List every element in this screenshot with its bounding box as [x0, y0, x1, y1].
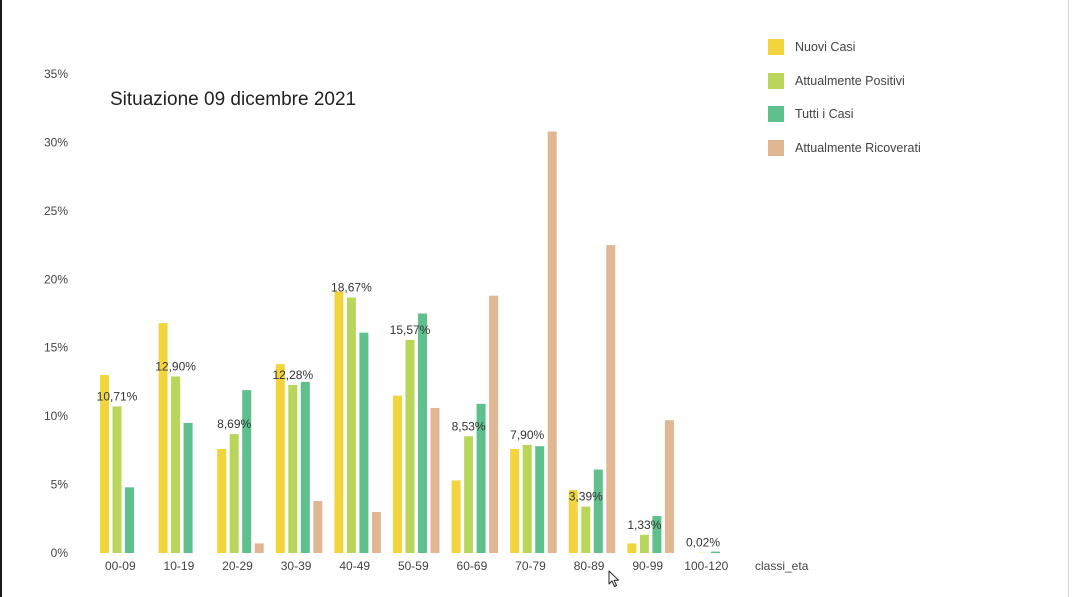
chart-title: Situazione 09 dicembre 2021 — [110, 89, 357, 110]
legend-label-attualmente-positivi: Attualmente Positivi — [795, 73, 905, 88]
legend-swatch-attualmente-positivi — [768, 72, 784, 89]
bar-attualmente-ricoverati-50-59 — [430, 407, 440, 553]
x-tick-label-80-89: 80-89 — [574, 559, 605, 573]
bar-attualmente-positivi-20-29 — [229, 434, 239, 553]
bar-nuovi-casi-40-49 — [334, 291, 344, 553]
data-label-90-99: 1,33% — [627, 518, 661, 532]
legend-label-nuovi-casi: Nuovi Casi — [795, 39, 856, 54]
y-tick-label: 5% — [51, 478, 69, 492]
bar-nuovi-casi-50-59 — [393, 395, 402, 553]
x-tick-label-60-69: 60-69 — [457, 559, 488, 573]
data-label-30-39: 12,28% — [272, 368, 313, 382]
legend-item-attualmente-ricoverati: Attualmente Ricoverati — [768, 131, 921, 165]
bar-attualmente-positivi-80-89 — [581, 506, 591, 553]
x-axis-label: classi_eta — [755, 559, 809, 573]
data-label-20-29: 8,69% — [217, 417, 251, 431]
legend-item-nuovi-casi: Nuovi Casi — [768, 30, 921, 64]
bar-attualmente-ricoverati-90-99 — [664, 420, 674, 553]
x-tick-label-00-09: 00-09 — [105, 559, 136, 573]
legend: Nuovi Casi Attualmente Positivi Tutti i … — [768, 30, 921, 165]
left-window-border — [0, 0, 2, 597]
bar-attualmente-positivi-00-09 — [112, 406, 122, 553]
x-tick-label-20-29: 20-29 — [222, 559, 253, 573]
x-tick-label-50-59: 50-59 — [398, 559, 429, 573]
bar-attualmente-ricoverati-30-39 — [313, 500, 323, 553]
bar-tutti-i-casi-30-39 — [300, 381, 310, 553]
bar-tutti-i-casi-100-120 — [711, 551, 720, 553]
data-label-40-49: 18,67% — [331, 280, 372, 294]
bar-nuovi-casi-10-19 — [158, 323, 168, 553]
bar-nuovi-casi-70-79 — [510, 448, 520, 553]
bar-nuovi-casi-30-39 — [275, 364, 285, 553]
y-tick-label: 35% — [44, 67, 68, 81]
bar-tutti-i-casi-50-59 — [418, 313, 427, 553]
bar-tutti-i-casi-90-99 — [652, 516, 662, 553]
legend-label-tutti-i-casi: Tutti i Casi — [795, 107, 854, 122]
legend-label-attualmente-ricoverati: Attualmente Ricoverati — [795, 140, 921, 155]
bar-attualmente-positivi-50-59 — [405, 339, 415, 553]
bar-attualmente-ricoverati-80-89 — [606, 245, 616, 554]
x-tick-label-10-19: 10-19 — [164, 559, 195, 573]
data-label-70-79: 7,90% — [510, 428, 544, 442]
bar-attualmente-ricoverati-70-79 — [547, 131, 557, 554]
y-tick-label: 30% — [44, 135, 68, 149]
data-label-10-19: 12,90% — [155, 359, 196, 373]
data-label-00-09: 10,71% — [97, 389, 138, 403]
mouse-pointer-icon — [608, 570, 620, 593]
bar-attualmente-positivi-90-99 — [639, 534, 649, 553]
bar-attualmente-ricoverati-40-49 — [371, 511, 381, 553]
bar-tutti-i-casi-70-79 — [535, 446, 545, 553]
bar-nuovi-casi-80-89 — [568, 490, 578, 553]
data-label-80-89: 3,39% — [569, 490, 603, 504]
y-tick-label: 0% — [51, 546, 69, 560]
bar-nuovi-casi-00-09 — [100, 375, 109, 553]
bar-nuovi-casi-90-99 — [627, 543, 637, 553]
y-tick-label: 25% — [44, 204, 68, 218]
x-tick-label-70-79: 70-79 — [515, 559, 546, 573]
bar-tutti-i-casi-40-49 — [359, 332, 369, 553]
y-tick-label: 10% — [44, 409, 68, 423]
legend-item-attualmente-positivi: Attualmente Positivi — [768, 64, 921, 98]
bar-attualmente-ricoverati-20-29 — [254, 543, 264, 553]
bar-attualmente-positivi-40-49 — [346, 297, 356, 553]
bar-attualmente-positivi-60-69 — [464, 436, 474, 553]
bar-tutti-i-casi-00-09 — [125, 487, 134, 553]
data-label-50-59: 15,57% — [390, 323, 431, 337]
bar-attualmente-ricoverati-60-69 — [489, 295, 499, 553]
x-tick-label-40-49: 40-49 — [339, 559, 370, 573]
data-label-100-120: 0,02% — [686, 536, 720, 550]
right-window-border — [1068, 0, 1069, 597]
y-tick-label: 15% — [44, 341, 68, 355]
legend-swatch-tutti-i-casi — [768, 106, 784, 123]
bar-tutti-i-casi-80-89 — [593, 469, 603, 553]
bar-attualmente-positivi-10-19 — [171, 376, 181, 553]
x-tick-label-90-99: 90-99 — [632, 559, 663, 573]
legend-swatch-attualmente-ricoverati — [768, 139, 784, 156]
x-tick-label-30-39: 30-39 — [281, 559, 312, 573]
bar-tutti-i-casi-20-29 — [242, 390, 252, 553]
bar-attualmente-positivi-70-79 — [522, 444, 532, 553]
bar-tutti-i-casi-10-19 — [183, 422, 193, 553]
legend-swatch-nuovi-casi — [768, 38, 784, 55]
legend-item-tutti-i-casi: Tutti i Casi — [768, 97, 921, 131]
bar-attualmente-positivi-30-39 — [288, 384, 298, 553]
y-tick-label: 20% — [44, 272, 68, 286]
bar-nuovi-casi-20-29 — [217, 448, 227, 553]
bar-tutti-i-casi-60-69 — [476, 403, 486, 553]
x-tick-label-100-120: 100-120 — [684, 559, 728, 573]
data-label-60-69: 8,53% — [452, 419, 486, 433]
bar-nuovi-casi-60-69 — [451, 480, 461, 553]
